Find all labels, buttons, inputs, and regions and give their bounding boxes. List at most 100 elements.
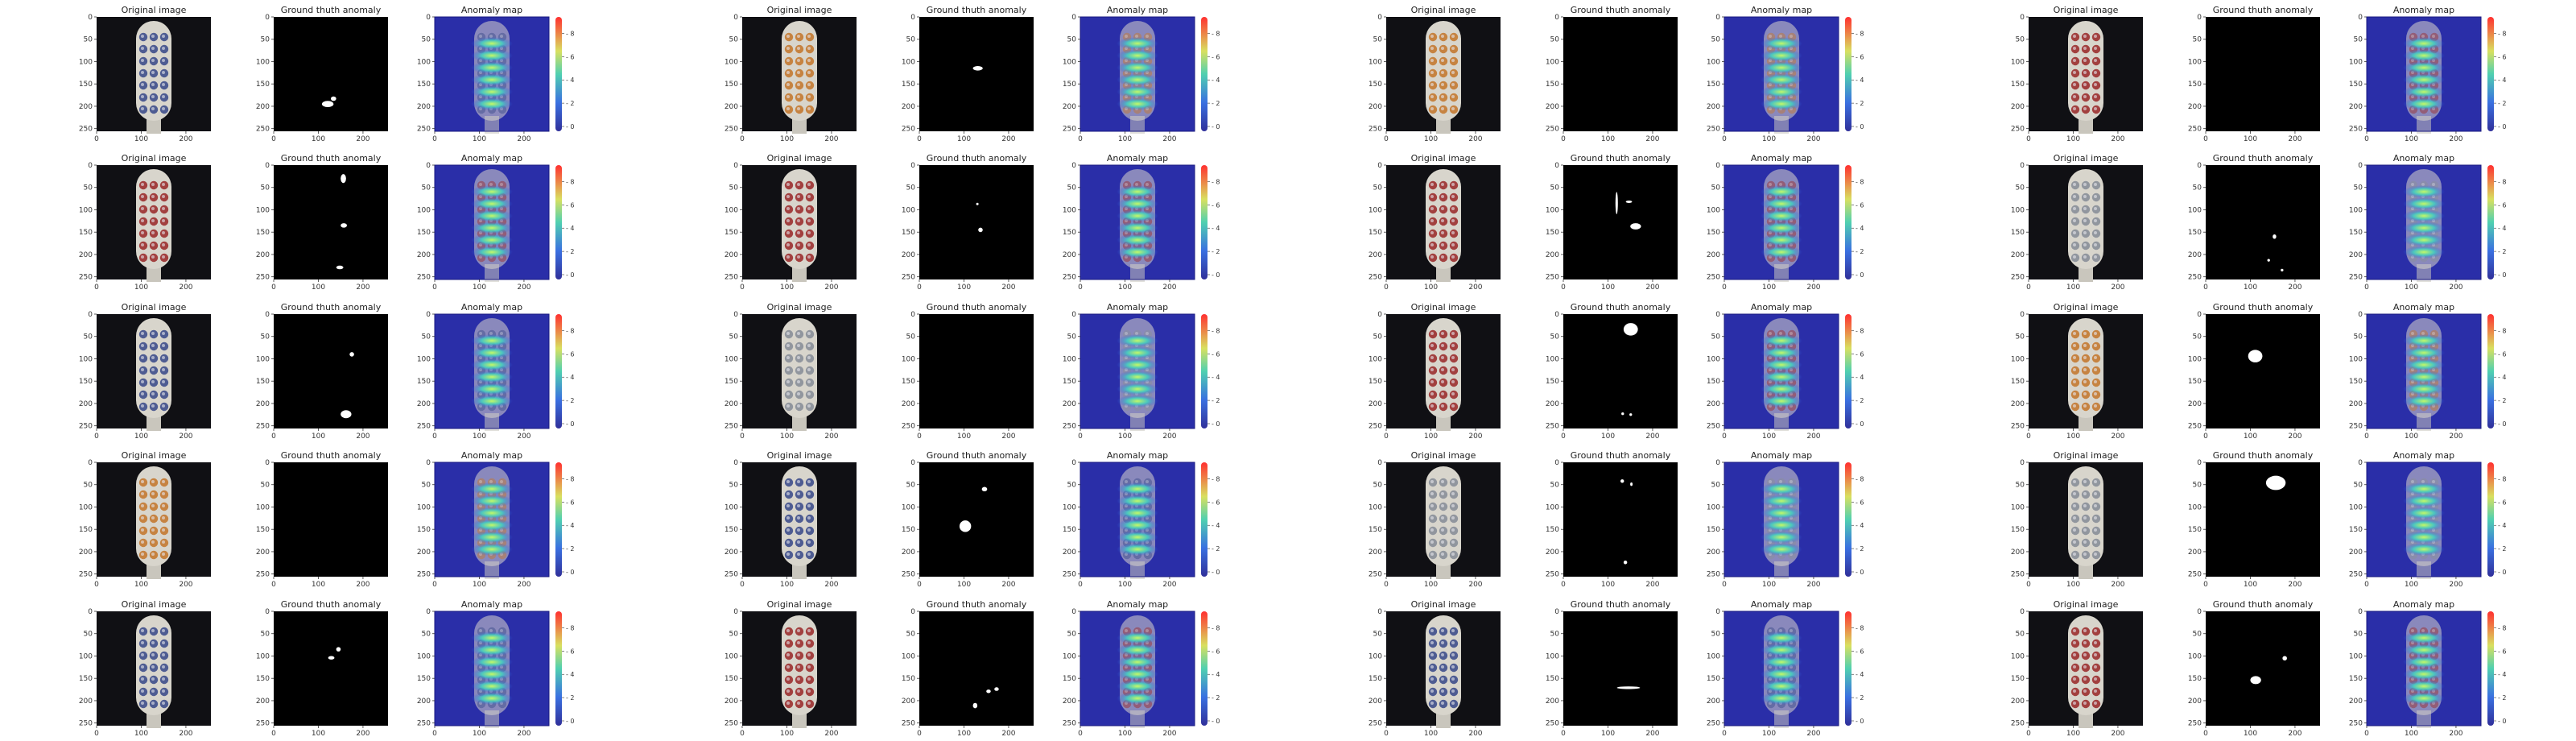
- bristle-highlight: [141, 107, 144, 110]
- ground-truth-panel: [274, 314, 388, 428]
- bristle-highlight: [141, 653, 144, 656]
- bristle-highlight: [141, 183, 144, 186]
- bristle-highlight: [797, 83, 800, 86]
- y-tick-label: 0: [1377, 14, 1382, 22]
- y-tick-label: 100: [79, 503, 93, 511]
- bristle-highlight: [2083, 702, 2087, 705]
- heatmap-band: [1117, 507, 1158, 520]
- bristle-highlight: [1790, 35, 1793, 38]
- bristle-highlight: [786, 380, 790, 383]
- bristle-highlight: [786, 47, 790, 50]
- x-tick-label: 0: [432, 135, 437, 143]
- colorbar-tick-label: - 2: [1856, 100, 1864, 107]
- x-tick-label: 0: [740, 581, 745, 589]
- bristle-highlight: [1441, 404, 1444, 408]
- bristle-highlight: [141, 71, 144, 74]
- y-tick-label: 0: [733, 162, 738, 170]
- colorbar-tick-label: - 6: [1212, 350, 1220, 358]
- toothbrush-head: [1426, 466, 1461, 579]
- bristle-highlight: [2073, 107, 2076, 110]
- colorbar-tick-label: - 2: [1856, 545, 1864, 553]
- bristle-highlight: [2073, 492, 2076, 495]
- bristle-highlight: [2094, 83, 2097, 86]
- bristle-highlight: [151, 504, 155, 507]
- colorbar-tick-label: - 4: [1856, 374, 1864, 381]
- sample-group: Original image 0 100 200 0 50 100 150 200 250 Grou…: [2011, 5, 2507, 143]
- y-tick-label: 250: [1707, 126, 1720, 134]
- bristle-highlight: [151, 392, 155, 395]
- bristle-highlight: [786, 641, 790, 644]
- bristle-highlight: [2094, 504, 2097, 507]
- bristle-highlight: [807, 528, 811, 532]
- y-tick-label: 200: [1368, 251, 1382, 259]
- heatmap-band: [471, 49, 513, 62]
- y-tick-label: 0: [910, 459, 915, 467]
- bristle-highlight: [1430, 95, 1434, 98]
- original-image-title: Original image: [2054, 599, 2119, 610]
- heatmap-band: [1117, 519, 1158, 532]
- bristle-highlight: [151, 95, 155, 98]
- y-tick-label: 50: [2016, 333, 2025, 342]
- y-tick-label: 250: [724, 720, 738, 728]
- y-tick-label: 100: [2349, 206, 2363, 214]
- heatmap-band: [1117, 644, 1158, 656]
- bristle-highlight: [1430, 677, 1434, 681]
- x-tick-label: 200: [1645, 433, 1659, 441]
- colorbar-tick-label: - 6: [2498, 53, 2507, 60]
- y-tick-label: 50: [1067, 184, 1077, 192]
- y-tick-label: 200: [902, 251, 915, 259]
- heatmap-band: [2403, 73, 2445, 86]
- y-tick-label: 200: [2188, 549, 2202, 557]
- heatmap-band: [1761, 507, 1802, 520]
- x-tick-label: 0: [1722, 730, 1727, 738]
- heatmap-band: [1117, 370, 1158, 383]
- bristle-highlight: [1451, 83, 1455, 86]
- colorbar-tick-label: - 6: [1212, 201, 1220, 209]
- x-tick-label: 100: [134, 284, 148, 292]
- bristle-highlight: [141, 504, 144, 507]
- bristle-highlight: [141, 553, 144, 556]
- bristle-highlight: [2094, 332, 2097, 335]
- y-tick-label: 150: [1368, 229, 1382, 237]
- bristle-highlight: [151, 677, 155, 681]
- x-tick-label: 200: [2288, 284, 2301, 292]
- original-image-title: Original image: [122, 599, 187, 610]
- bristle-highlight: [1441, 392, 1444, 395]
- anomaly-map-title: Anomaly map: [461, 450, 522, 461]
- bristle-highlight: [1451, 219, 1455, 222]
- bristle-highlight: [1441, 219, 1444, 222]
- ground-truth-panel: [2206, 462, 2320, 577]
- y-tick-label: 150: [417, 229, 431, 237]
- y-tick-label: 0: [733, 459, 738, 467]
- x-tick-label: 0: [1384, 730, 1389, 738]
- x-tick-label: 100: [1762, 581, 1776, 589]
- heatmap-band: [1761, 395, 1802, 408]
- bristle-highlight: [797, 107, 800, 110]
- y-tick-label: 0: [910, 14, 915, 22]
- colorbar-tick-label: - 8: [1856, 624, 1864, 631]
- y-tick-label: 0: [2020, 608, 2025, 616]
- bristle-highlight: [1790, 332, 1793, 335]
- colorbar: [1201, 611, 1208, 726]
- x-tick-label: 200: [1162, 135, 1176, 143]
- bristle-highlight: [2073, 392, 2076, 395]
- heatmap-band: [1761, 197, 1802, 210]
- x-tick-label: 200: [1001, 135, 1015, 143]
- y-tick-label: 150: [2349, 378, 2363, 386]
- y-tick-label: 150: [1063, 675, 1076, 683]
- anomaly-mask-blob: [1616, 686, 1641, 689]
- colorbar-tick-label: - 2: [1856, 248, 1864, 255]
- bristle-highlight: [807, 629, 811, 632]
- toothbrush-head: [782, 169, 817, 282]
- y-tick-label: 250: [724, 423, 738, 431]
- heatmap-band: [1761, 49, 1802, 62]
- y-tick-label: 50: [1373, 482, 1383, 490]
- bristle-highlight: [2083, 35, 2087, 38]
- y-tick-label: 250: [1707, 720, 1720, 728]
- sample-group: Original image 0 100 200 0 50 100 150 200 250 Grou…: [724, 599, 1220, 738]
- y-tick-label: 250: [417, 274, 431, 282]
- x-tick-label: 200: [179, 433, 192, 441]
- x-tick-label: 100: [780, 135, 794, 143]
- bristle-highlight: [151, 528, 155, 532]
